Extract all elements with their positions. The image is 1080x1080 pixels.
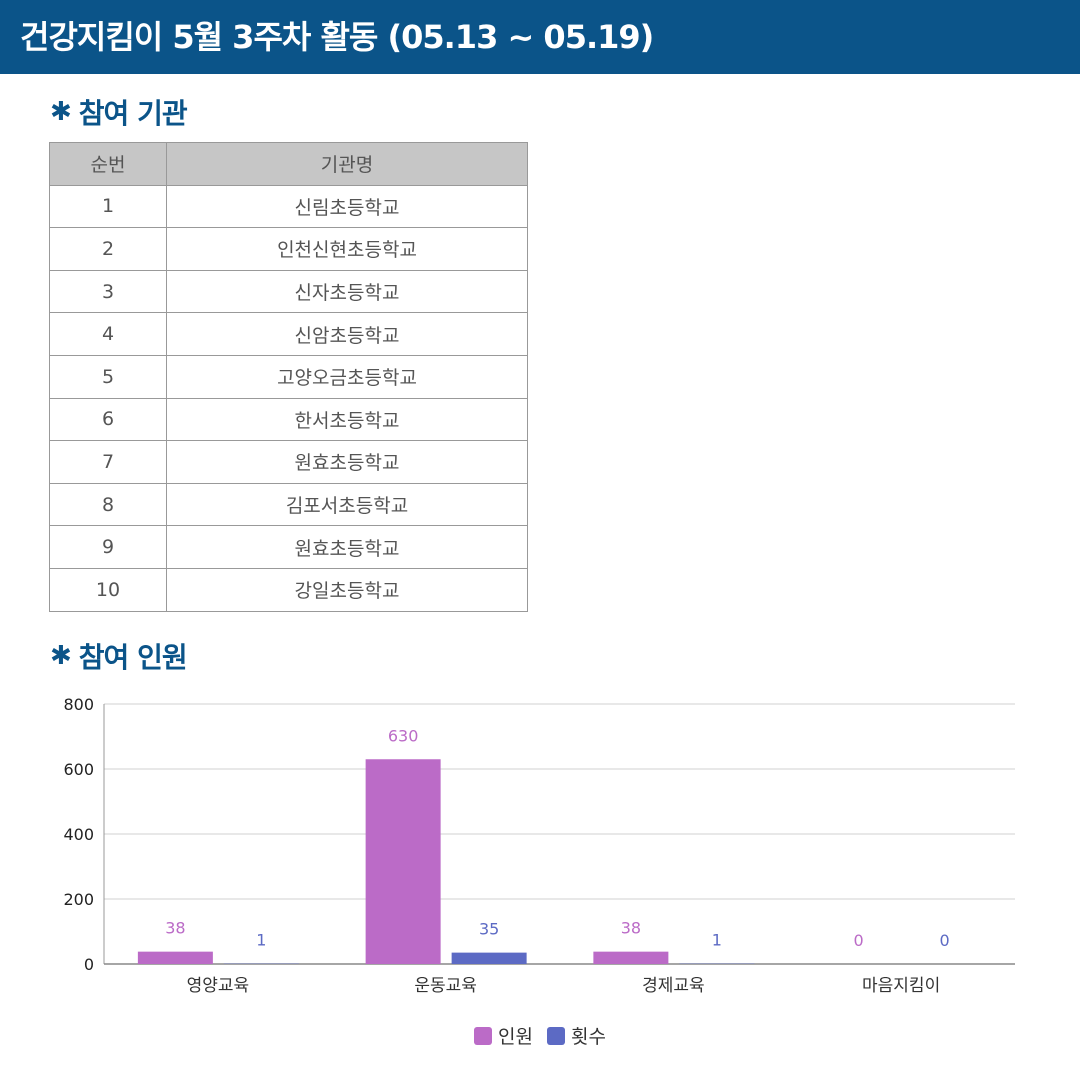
legend-swatch-people bbox=[474, 1026, 493, 1045]
x-tick-label: 마음지킴이 bbox=[862, 976, 940, 996]
org-name: 원효초등학교 bbox=[166, 525, 528, 569]
table-row: 5 고양오금초등학교 bbox=[49, 354, 528, 399]
row-number: 8 bbox=[49, 482, 167, 527]
orgs-table-header-row: 순번 기관명 bbox=[49, 142, 528, 186]
org-name: 신림초등학교 bbox=[166, 184, 528, 229]
x-tick-label: 경제교육 bbox=[642, 976, 705, 996]
page-header: 건강지킴이 5월 3주차 활동 (05.13 ~ 05.19) bbox=[0, 0, 1080, 74]
y-tick-label: 600 bbox=[63, 760, 94, 779]
org-name: 인천신현초등학교 bbox=[166, 227, 528, 271]
data-label: 1 bbox=[712, 931, 722, 950]
x-tick-label: 영양교육 bbox=[187, 976, 250, 996]
header-org-name: 기관명 bbox=[166, 142, 528, 186]
data-label: 38 bbox=[621, 919, 641, 938]
row-number: 9 bbox=[49, 525, 167, 569]
participation-bar-chart: 0 200 400 600 800 38 1 영양교육 630 35 운동교육 38 1 경제교육 0 0 마음… bbox=[63, 695, 1015, 996]
people-section-label: 참여 인원 bbox=[78, 641, 188, 674]
chart-legend: 인원 횟수 bbox=[0, 1022, 1080, 1049]
data-label: 0 bbox=[940, 931, 950, 950]
data-label: 35 bbox=[479, 920, 499, 939]
row-number: 6 bbox=[49, 397, 167, 442]
people-section-title: ✱ 참여 인원 bbox=[50, 636, 188, 676]
table-row: 7 원효초등학교 bbox=[49, 440, 528, 484]
asterisk-icon: ✱ bbox=[50, 97, 72, 127]
row-number: 1 bbox=[49, 184, 167, 229]
table-row: 4 신암초등학교 bbox=[49, 312, 528, 356]
table-row: 6 한서초등학교 bbox=[49, 397, 528, 442]
table-row: 8 김포서초등학교 bbox=[49, 482, 528, 527]
org-name: 신암초등학교 bbox=[166, 312, 528, 356]
data-label: 630 bbox=[388, 726, 419, 745]
table-row: 10 강일초등학교 bbox=[49, 567, 528, 612]
legend-item-count: 횟수 bbox=[547, 1022, 606, 1049]
row-number: 2 bbox=[49, 227, 167, 271]
row-number: 3 bbox=[49, 269, 167, 314]
data-label: 0 bbox=[854, 931, 864, 950]
bar-people bbox=[137, 951, 213, 964]
legend-label-people: 인원 bbox=[498, 1026, 533, 1048]
y-tick-label: 0 bbox=[84, 955, 94, 974]
org-name: 신자초등학교 bbox=[166, 269, 528, 314]
org-name: 강일초등학교 bbox=[166, 567, 528, 612]
header-number: 순번 bbox=[49, 142, 167, 186]
row-number: 7 bbox=[49, 440, 167, 484]
legend-swatch-count bbox=[547, 1026, 565, 1045]
asterisk-icon: ✱ bbox=[50, 641, 72, 671]
y-tick-label: 400 bbox=[63, 825, 94, 844]
table-row: 2 인천신현초등학교 bbox=[49, 227, 528, 271]
y-tick-label: 200 bbox=[63, 890, 94, 909]
orgs-table: 순번 기관명 1 신림초등학교 2 인천신현초등학교 3 신자초등학교 4 신암초등학교 5 고양… bbox=[49, 142, 528, 612]
orgs-section-label: 참여 기관 bbox=[78, 97, 188, 130]
row-number: 4 bbox=[49, 312, 167, 356]
org-name: 한서초등학교 bbox=[166, 397, 528, 442]
table-row: 3 신자초등학교 bbox=[49, 269, 528, 314]
bar-people bbox=[365, 759, 441, 964]
legend-label-count: 횟수 bbox=[571, 1026, 606, 1048]
y-tick-label: 800 bbox=[63, 695, 94, 714]
org-name: 고양오금초등학교 bbox=[166, 354, 528, 399]
bar-count bbox=[451, 952, 527, 964]
table-row: 1 신림초등학교 bbox=[49, 184, 528, 229]
orgs-section-title: ✱ 참여 기관 bbox=[50, 92, 188, 132]
bar-people bbox=[593, 951, 669, 964]
row-number: 10 bbox=[49, 567, 167, 612]
page-title: 건강지킴이 5월 3주차 활동 (05.13 ~ 05.19) bbox=[20, 18, 654, 56]
x-tick-label: 운동교육 bbox=[414, 976, 477, 996]
legend-item-people: 인원 bbox=[474, 1022, 533, 1049]
data-label: 1 bbox=[256, 931, 266, 950]
org-name: 원효초등학교 bbox=[166, 440, 528, 484]
org-name: 김포서초등학교 bbox=[166, 482, 528, 527]
row-number: 5 bbox=[49, 354, 167, 399]
data-label: 38 bbox=[165, 919, 185, 938]
table-row: 9 원효초등학교 bbox=[49, 525, 528, 569]
